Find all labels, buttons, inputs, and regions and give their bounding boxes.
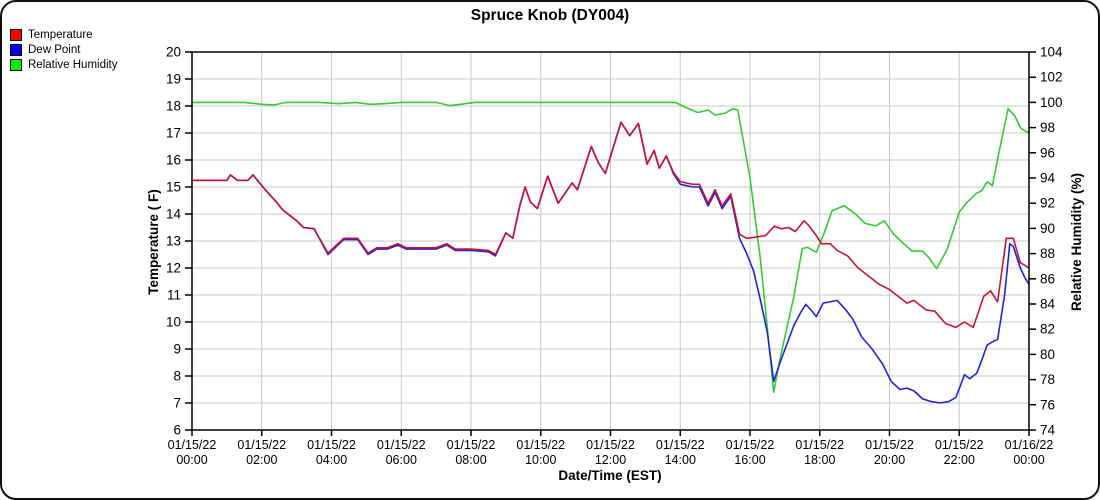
legend: Temperature Dew Point Relative Humidity xyxy=(10,27,117,72)
legend-item-dew-point: Dew Point xyxy=(10,42,117,57)
legend-item-temperature: Temperature xyxy=(10,27,117,42)
x-tick-time: 02:00 xyxy=(246,453,277,467)
left-tick-label: 14 xyxy=(166,207,182,222)
right-tick-label: 88 xyxy=(1040,246,1055,261)
left-tick-label: 6 xyxy=(173,423,181,438)
x-tick-time: 06:00 xyxy=(386,453,417,467)
legend-item-relative-humidity: Relative Humidity xyxy=(10,57,117,72)
right-tick-label: 74 xyxy=(1040,423,1056,438)
relative-humidity-swatch-icon xyxy=(10,58,22,71)
x-tick-date: 01/15/22 xyxy=(865,438,914,452)
left-tick-label: 19 xyxy=(166,72,181,87)
x-tick-time: 14:00 xyxy=(665,453,696,467)
x-tick-date: 01/15/22 xyxy=(237,438,286,452)
left-tick-label: 7 xyxy=(173,396,181,411)
x-tick-date: 01/15/22 xyxy=(168,438,217,452)
right-tick-label: 98 xyxy=(1040,120,1055,135)
right-tick-label: 100 xyxy=(1040,95,1063,110)
left-tick-label: 16 xyxy=(166,153,181,168)
x-tick-time: 08:00 xyxy=(455,453,486,467)
right-tick-label: 102 xyxy=(1040,70,1063,85)
x-tick-time: 12:00 xyxy=(595,453,626,467)
temperature-swatch-icon xyxy=(10,28,22,41)
right-tick-label: 94 xyxy=(1040,171,1056,186)
x-tick-time: 00:00 xyxy=(176,453,207,467)
left-tick-label: 10 xyxy=(166,315,181,330)
right-tick-label: 104 xyxy=(1040,45,1063,60)
x-tick-time: 16:00 xyxy=(734,453,765,467)
x-tick-time: 04:00 xyxy=(316,453,347,467)
right-tick-label: 76 xyxy=(1040,397,1055,412)
right-tick-label: 80 xyxy=(1040,347,1055,362)
right-tick-label: 86 xyxy=(1040,271,1055,286)
x-tick-date: 01/15/22 xyxy=(726,438,775,452)
right-tick-label: 84 xyxy=(1040,297,1056,312)
chart-title: Spruce Knob (DY004) xyxy=(470,7,630,24)
x-tick-time: 00:00 xyxy=(1013,453,1044,467)
x-tick-time: 10:00 xyxy=(525,453,556,467)
legend-label: Dew Point xyxy=(28,43,81,56)
left-tick-label: 8 xyxy=(173,369,181,384)
x-tick-time: 22:00 xyxy=(944,453,975,467)
left-tick-label: 18 xyxy=(166,99,181,114)
series-relative-humidity xyxy=(191,101,1030,394)
left-tick-label: 15 xyxy=(166,180,181,195)
x-tick-time: 18:00 xyxy=(804,453,835,467)
x-tick-time: 20:00 xyxy=(874,453,905,467)
x-tick-date: 01/15/22 xyxy=(935,438,984,452)
right-tick-label: 92 xyxy=(1040,196,1055,211)
right-tick-label: 78 xyxy=(1040,372,1055,387)
x-tick-date: 01/15/22 xyxy=(586,438,635,452)
x-tick-date: 01/15/22 xyxy=(516,438,565,452)
x-tick-date: 01/15/22 xyxy=(447,438,496,452)
right-tick-label: 90 xyxy=(1040,221,1055,236)
x-tick-date: 01/15/22 xyxy=(377,438,426,452)
left-tick-label: 12 xyxy=(166,261,181,276)
left-tick-label: 9 xyxy=(173,342,181,357)
series-temperature xyxy=(191,121,1030,329)
x-tick-date: 01/16/22 xyxy=(1005,438,1054,452)
left-tick-label: 13 xyxy=(166,234,181,249)
right-axis-title: Relative Humidity (%) xyxy=(1069,173,1084,311)
right-tick-label: 96 xyxy=(1040,145,1055,160)
legend-label: Temperature xyxy=(28,28,93,41)
dew-point-swatch-icon xyxy=(10,43,22,56)
left-axis-title: Temperature ( F) xyxy=(146,189,161,295)
x-tick-date: 01/15/22 xyxy=(307,438,356,452)
left-tick-label: 17 xyxy=(166,126,181,141)
legend-label: Relative Humidity xyxy=(28,58,118,71)
x-axis-title: Date/Time (EST) xyxy=(558,468,661,483)
left-tick-label: 11 xyxy=(167,288,181,303)
x-tick-date: 01/15/22 xyxy=(656,438,705,452)
right-tick-label: 82 xyxy=(1040,322,1055,337)
left-tick-label: 20 xyxy=(166,45,181,60)
x-tick-date: 01/15/22 xyxy=(795,438,844,452)
